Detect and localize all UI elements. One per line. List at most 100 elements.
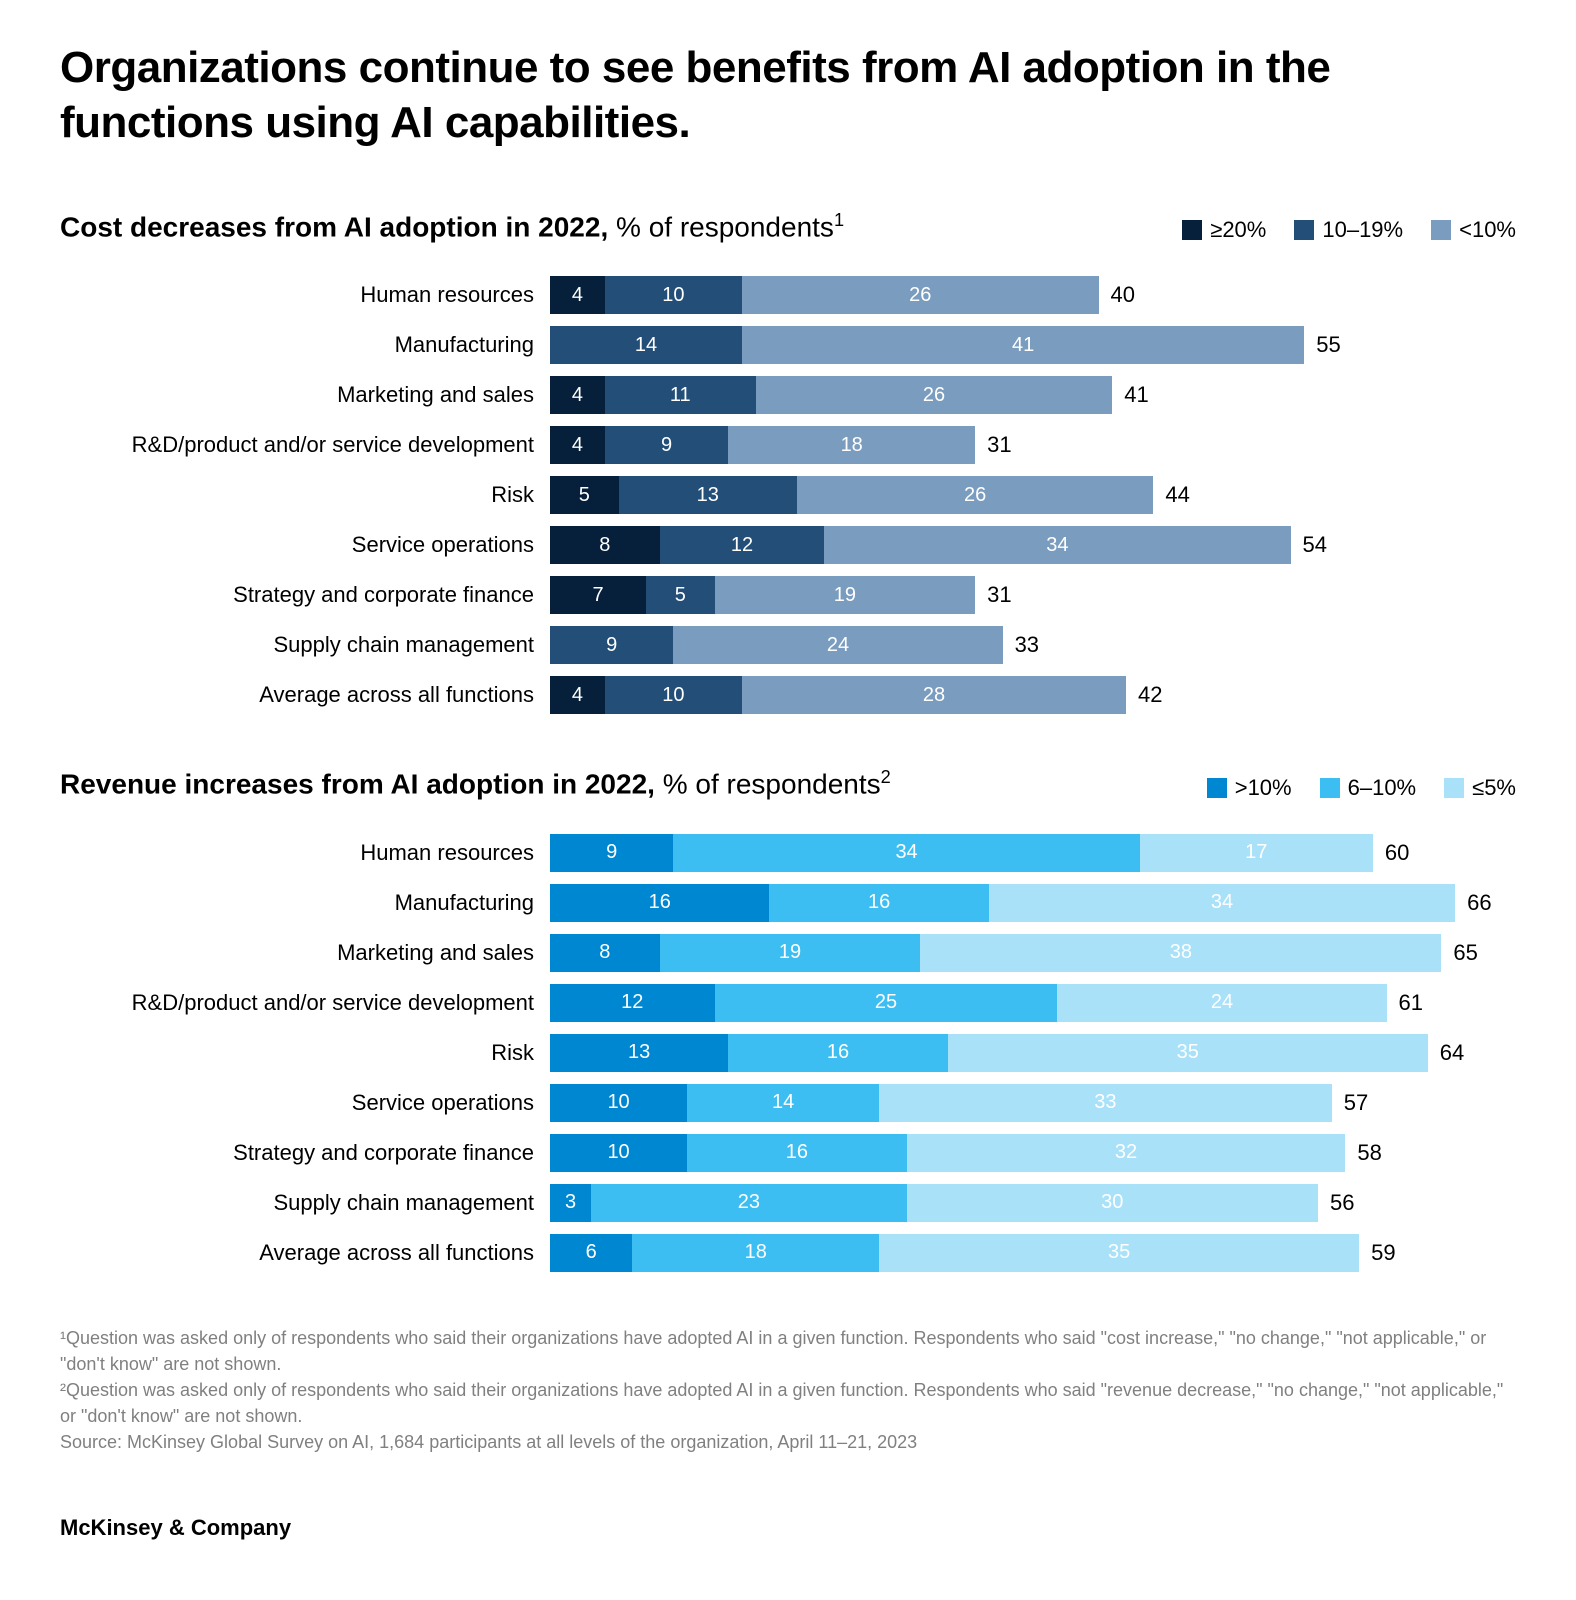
bar-segment: 33 xyxy=(879,1084,1332,1122)
bar-wrap: 92433 xyxy=(550,626,1516,664)
bar-segment: 10 xyxy=(605,276,742,314)
chart-row: R&D/product and/or service development12… xyxy=(60,981,1516,1025)
chart-row: Human resources4102640 xyxy=(60,273,1516,317)
bar-segment: 11 xyxy=(605,376,756,414)
bar-segment: 4 xyxy=(550,676,605,714)
bar-track: 51326 xyxy=(550,476,1153,514)
chart-row: Strategy and corporate finance10163258 xyxy=(60,1131,1516,1175)
chart-header: Cost decreases from AI adoption in 2022,… xyxy=(60,210,1516,243)
bar-track: 161634 xyxy=(550,884,1455,922)
chart-cost: Cost decreases from AI adoption in 2022,… xyxy=(60,210,1516,717)
bar-segment: 24 xyxy=(673,626,1002,664)
bar-segment: 16 xyxy=(769,884,988,922)
chart-row: Manufacturing16163466 xyxy=(60,881,1516,925)
bar-segment: 26 xyxy=(756,376,1113,414)
bar-wrap: 8193865 xyxy=(550,934,1516,972)
bar-segment: 13 xyxy=(550,1034,728,1072)
row-label: Marketing and sales xyxy=(60,940,550,966)
bar-segment: 32 xyxy=(907,1134,1346,1172)
chart-row: Manufacturing144155 xyxy=(60,323,1516,367)
bar-segment: 9 xyxy=(550,626,673,664)
legend-item: <10% xyxy=(1431,217,1516,243)
legend-item: >10% xyxy=(1207,775,1292,801)
bar-segment: 4 xyxy=(550,426,605,464)
bar-track: 122524 xyxy=(550,984,1387,1022)
bar-wrap: 12252461 xyxy=(550,984,1516,1022)
chart-row: Human resources9341760 xyxy=(60,831,1516,875)
bar-segment: 28 xyxy=(742,676,1126,714)
row-label: Manufacturing xyxy=(60,890,550,916)
bar-track: 101632 xyxy=(550,1134,1345,1172)
legend-item: ≥20% xyxy=(1182,217,1266,243)
row-total: 42 xyxy=(1126,682,1162,708)
bar-segment: 16 xyxy=(728,1034,947,1072)
bar-segment: 26 xyxy=(797,476,1154,514)
legend-swatch xyxy=(1431,220,1451,240)
row-total: 60 xyxy=(1373,840,1409,866)
bar-segment: 18 xyxy=(728,426,975,464)
row-total: 57 xyxy=(1332,1090,1368,1116)
legend-item: 6–10% xyxy=(1320,775,1417,801)
legend-label: <10% xyxy=(1459,217,1516,243)
bar-track: 41028 xyxy=(550,676,1126,714)
legend-label: ≥20% xyxy=(1210,217,1266,243)
chart-row: Risk5132644 xyxy=(60,473,1516,517)
bar-track: 41026 xyxy=(550,276,1099,314)
bar-segment: 5 xyxy=(550,476,619,514)
legend-swatch xyxy=(1294,220,1314,240)
bar-segment: 25 xyxy=(715,984,1058,1022)
chart-row: Marketing and sales4112641 xyxy=(60,373,1516,417)
bar-track: 1441 xyxy=(550,326,1304,364)
bar-wrap: 4112641 xyxy=(550,376,1516,414)
bar-track: 81938 xyxy=(550,934,1441,972)
legend-swatch xyxy=(1182,220,1202,240)
charts-container: Cost decreases from AI adoption in 2022,… xyxy=(60,210,1516,1275)
row-label: R&D/product and/or service development xyxy=(60,990,550,1016)
legend-swatch xyxy=(1320,778,1340,798)
legend-item: 10–19% xyxy=(1294,217,1403,243)
bar-track: 32330 xyxy=(550,1184,1318,1222)
row-label: Manufacturing xyxy=(60,332,550,358)
bar-track: 41126 xyxy=(550,376,1112,414)
bar-segment: 34 xyxy=(824,526,1290,564)
footnotes: ¹Question was asked only of respondents … xyxy=(60,1325,1516,1455)
legend-label: >10% xyxy=(1235,775,1292,801)
row-label: Risk xyxy=(60,1040,550,1066)
legend-item: ≤5% xyxy=(1444,775,1516,801)
chart-revenue: Revenue increases from AI adoption in 20… xyxy=(60,767,1516,1274)
bar-segment: 3 xyxy=(550,1184,591,1222)
chart-row: Service operations8123454 xyxy=(60,523,1516,567)
footnote-line: ²Question was asked only of respondents … xyxy=(60,1377,1516,1429)
chart-title: Revenue increases from AI adoption in 20… xyxy=(60,767,891,800)
bar-segment: 19 xyxy=(715,576,976,614)
chart-row: Average across all functions4102842 xyxy=(60,673,1516,717)
bar-segment: 35 xyxy=(948,1034,1428,1072)
page-headline: Organizations continue to see benefits f… xyxy=(60,40,1516,150)
chart-row: Service operations10143357 xyxy=(60,1081,1516,1125)
brand-label: McKinsey & Company xyxy=(60,1515,1516,1541)
legend-label: 6–10% xyxy=(1348,775,1417,801)
bar-segment: 26 xyxy=(742,276,1099,314)
bar-segment: 13 xyxy=(619,476,797,514)
bar-wrap: 4102640 xyxy=(550,276,1516,314)
row-total: 33 xyxy=(1003,632,1039,658)
row-label: Marketing and sales xyxy=(60,382,550,408)
row-label: Service operations xyxy=(60,532,550,558)
bar-segment: 8 xyxy=(550,526,660,564)
bar-segment: 5 xyxy=(646,576,715,614)
bar-segment: 4 xyxy=(550,376,605,414)
bar-segment: 35 xyxy=(879,1234,1359,1272)
bar-segment: 10 xyxy=(550,1134,687,1172)
bar-segment: 23 xyxy=(591,1184,906,1222)
bar-wrap: 6183559 xyxy=(550,1234,1516,1272)
footnote-line: Source: McKinsey Global Survey on AI, 1,… xyxy=(60,1429,1516,1455)
legend-label: 10–19% xyxy=(1322,217,1403,243)
bar-segment: 8 xyxy=(550,934,660,972)
bar-segment: 12 xyxy=(550,984,715,1022)
row-total: 41 xyxy=(1112,382,1148,408)
chart-row: R&D/product and/or service development49… xyxy=(60,423,1516,467)
bar-track: 924 xyxy=(550,626,1003,664)
row-total: 40 xyxy=(1099,282,1135,308)
bar-wrap: 10163258 xyxy=(550,1134,1516,1172)
bar-wrap: 10143357 xyxy=(550,1084,1516,1122)
